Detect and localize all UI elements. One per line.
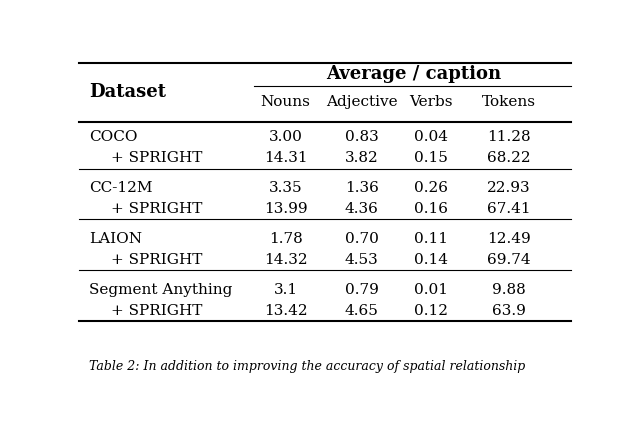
Text: 0.04: 0.04 — [413, 130, 448, 144]
Text: 3.82: 3.82 — [345, 151, 378, 165]
Text: Table 2: In addition to improving the accuracy of spatial relationship: Table 2: In addition to improving the ac… — [89, 360, 526, 372]
Text: Nouns: Nouns — [261, 95, 311, 109]
Text: + SPRIGHT: + SPRIGHT — [111, 151, 202, 165]
Text: 0.16: 0.16 — [413, 202, 448, 216]
Text: 11.28: 11.28 — [488, 130, 531, 144]
Text: 3.35: 3.35 — [269, 181, 302, 195]
Text: 68.22: 68.22 — [488, 151, 531, 165]
Text: 0.01: 0.01 — [413, 283, 448, 297]
Text: 63.9: 63.9 — [492, 304, 526, 318]
Text: 0.12: 0.12 — [413, 304, 448, 318]
Text: 0.79: 0.79 — [345, 283, 378, 297]
Text: 1.36: 1.36 — [345, 181, 378, 195]
Text: 14.32: 14.32 — [264, 253, 307, 267]
Text: 4.36: 4.36 — [345, 202, 378, 216]
Text: 3.00: 3.00 — [269, 130, 302, 144]
Text: 9.88: 9.88 — [493, 283, 526, 297]
Text: 0.14: 0.14 — [413, 253, 448, 267]
Text: 4.65: 4.65 — [345, 304, 378, 318]
Text: + SPRIGHT: + SPRIGHT — [111, 202, 202, 216]
Text: 4.53: 4.53 — [345, 253, 378, 267]
Text: + SPRIGHT: + SPRIGHT — [111, 304, 202, 318]
Text: LAION: LAION — [89, 232, 142, 246]
Text: Tokens: Tokens — [482, 95, 536, 109]
Text: Dataset: Dataset — [89, 83, 166, 101]
Text: 22.93: 22.93 — [488, 181, 531, 195]
Text: 13.99: 13.99 — [264, 202, 307, 216]
Text: Adjective: Adjective — [326, 95, 398, 109]
Text: 0.83: 0.83 — [345, 130, 378, 144]
Text: Average / caption: Average / caption — [326, 65, 501, 83]
Text: Segment Anything: Segment Anything — [89, 283, 233, 297]
Text: COCO: COCO — [89, 130, 138, 144]
Text: 13.42: 13.42 — [264, 304, 307, 318]
Text: CC-12M: CC-12M — [89, 181, 153, 195]
Text: 1.78: 1.78 — [269, 232, 302, 246]
Text: 12.49: 12.49 — [488, 232, 531, 246]
Text: 0.70: 0.70 — [345, 232, 378, 246]
Text: 3.1: 3.1 — [273, 283, 298, 297]
Text: 0.26: 0.26 — [413, 181, 448, 195]
Text: 14.31: 14.31 — [264, 151, 307, 165]
Text: Verbs: Verbs — [409, 95, 452, 109]
Text: + SPRIGHT: + SPRIGHT — [111, 253, 202, 267]
Text: 0.15: 0.15 — [413, 151, 448, 165]
Text: 69.74: 69.74 — [488, 253, 531, 267]
Text: 67.41: 67.41 — [488, 202, 531, 216]
Text: 0.11: 0.11 — [413, 232, 448, 246]
